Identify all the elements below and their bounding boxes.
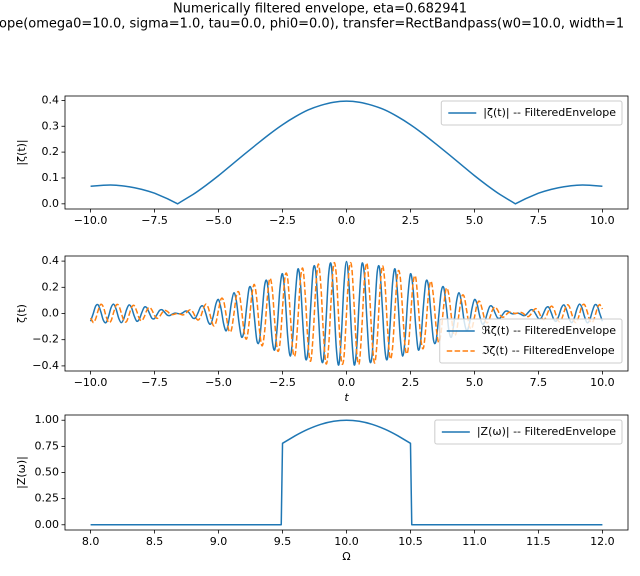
y-tick-label: 0.3 (42, 119, 60, 132)
plot-area (90, 419, 603, 526)
x-tick-label: −5.0 (205, 376, 232, 389)
x-tick-label: −10.0 (74, 376, 108, 389)
y-tick-label: 0.2 (42, 145, 60, 158)
x-tick-label: −7.5 (141, 376, 168, 389)
y-axis-label: ζ(t) (15, 304, 28, 323)
series-line (90, 419, 603, 526)
y-tick-label: 0.4 (42, 254, 60, 267)
legend-label: ℑζ(t) -- FilteredEnvelope (482, 344, 615, 357)
x-tick-label: 5.0 (466, 376, 484, 389)
legend-label: ℜζ(t) -- FilteredEnvelope (482, 324, 616, 337)
plot-area (89, 260, 604, 366)
y-tick-label: 0.75 (35, 439, 60, 452)
y-tick-label: 1.00 (35, 413, 60, 426)
x-tick-label: 7.5 (530, 376, 548, 389)
x-tick-label: 0.0 (338, 214, 356, 227)
y-tick-label: 0.00 (35, 518, 60, 531)
x-tick-label: 10.5 (398, 535, 423, 548)
y-axis-label: |Z(ω)| (15, 456, 28, 489)
legend-label: |Z(ω)| -- FilteredEnvelope (477, 425, 616, 438)
legend-box (440, 100, 623, 126)
x-tick-label: 2.5 (402, 214, 420, 227)
x-tick-label: 10.0 (590, 376, 615, 389)
x-tick-label: −5.0 (205, 214, 232, 227)
y-tick-label: 0.25 (35, 492, 60, 505)
legend: |ζ(t)| -- FilteredEnvelope (440, 100, 623, 126)
x-tick-label: −10.0 (74, 214, 108, 227)
legend-box (439, 318, 623, 364)
series-line (89, 261, 604, 366)
x-tick-label: 5.0 (466, 214, 484, 227)
x-tick-label: 9.0 (210, 535, 228, 548)
x-tick-label: −7.5 (141, 214, 168, 227)
x-tick-label: 10.0 (590, 214, 615, 227)
plot-area (90, 100, 603, 205)
series-line (90, 100, 603, 205)
axes-frame (64, 414, 629, 531)
legend-box (434, 419, 623, 445)
y-tick-label: 0.0 (42, 307, 60, 320)
y-tick-label: 0.0 (42, 197, 60, 210)
x-tick-label: −2.5 (269, 214, 296, 227)
legend: |Z(ω)| -- FilteredEnvelope (434, 419, 623, 445)
x-tick-label: 2.5 (402, 376, 420, 389)
y-tick-label: −0.4 (32, 359, 59, 372)
legend: ℜζ(t) -- FilteredEnvelope ℑζ(t) -- Filter… (439, 318, 623, 364)
x-tick-label: −2.5 (269, 376, 296, 389)
figure-subtitle: ope(omega0=10.0, sigma=1.0, tau=0.0, phi… (0, 17, 624, 32)
axes-frame (64, 255, 629, 372)
x-axis-label: Ω (342, 550, 350, 563)
y-axis-label: |ζ(t)| (15, 139, 28, 165)
y-tick-label: 0.50 (35, 466, 60, 479)
x-tick-label: 9.5 (274, 535, 292, 548)
x-tick-label: 8.0 (82, 535, 100, 548)
figure-title: Numerically filtered envelope, eta=0.682… (173, 2, 467, 17)
y-tick-label: 0.1 (42, 171, 60, 184)
y-tick-label: 0.2 (42, 280, 60, 293)
x-tick-label: 12.0 (590, 535, 615, 548)
x-tick-label: 7.5 (530, 214, 548, 227)
legend-label: |ζ(t)| -- FilteredEnvelope (483, 106, 616, 119)
x-tick-label: 11.0 (462, 535, 487, 548)
x-tick-label: 0.0 (338, 376, 356, 389)
y-tick-label: −0.2 (32, 333, 59, 346)
x-tick-label: 8.5 (146, 535, 164, 548)
x-tick-label: 11.5 (526, 535, 551, 548)
x-axis-label: t (344, 391, 349, 404)
x-tick-label: 10.0 (334, 535, 359, 548)
y-tick-label: 0.4 (42, 93, 60, 106)
axes-frame (64, 95, 629, 210)
